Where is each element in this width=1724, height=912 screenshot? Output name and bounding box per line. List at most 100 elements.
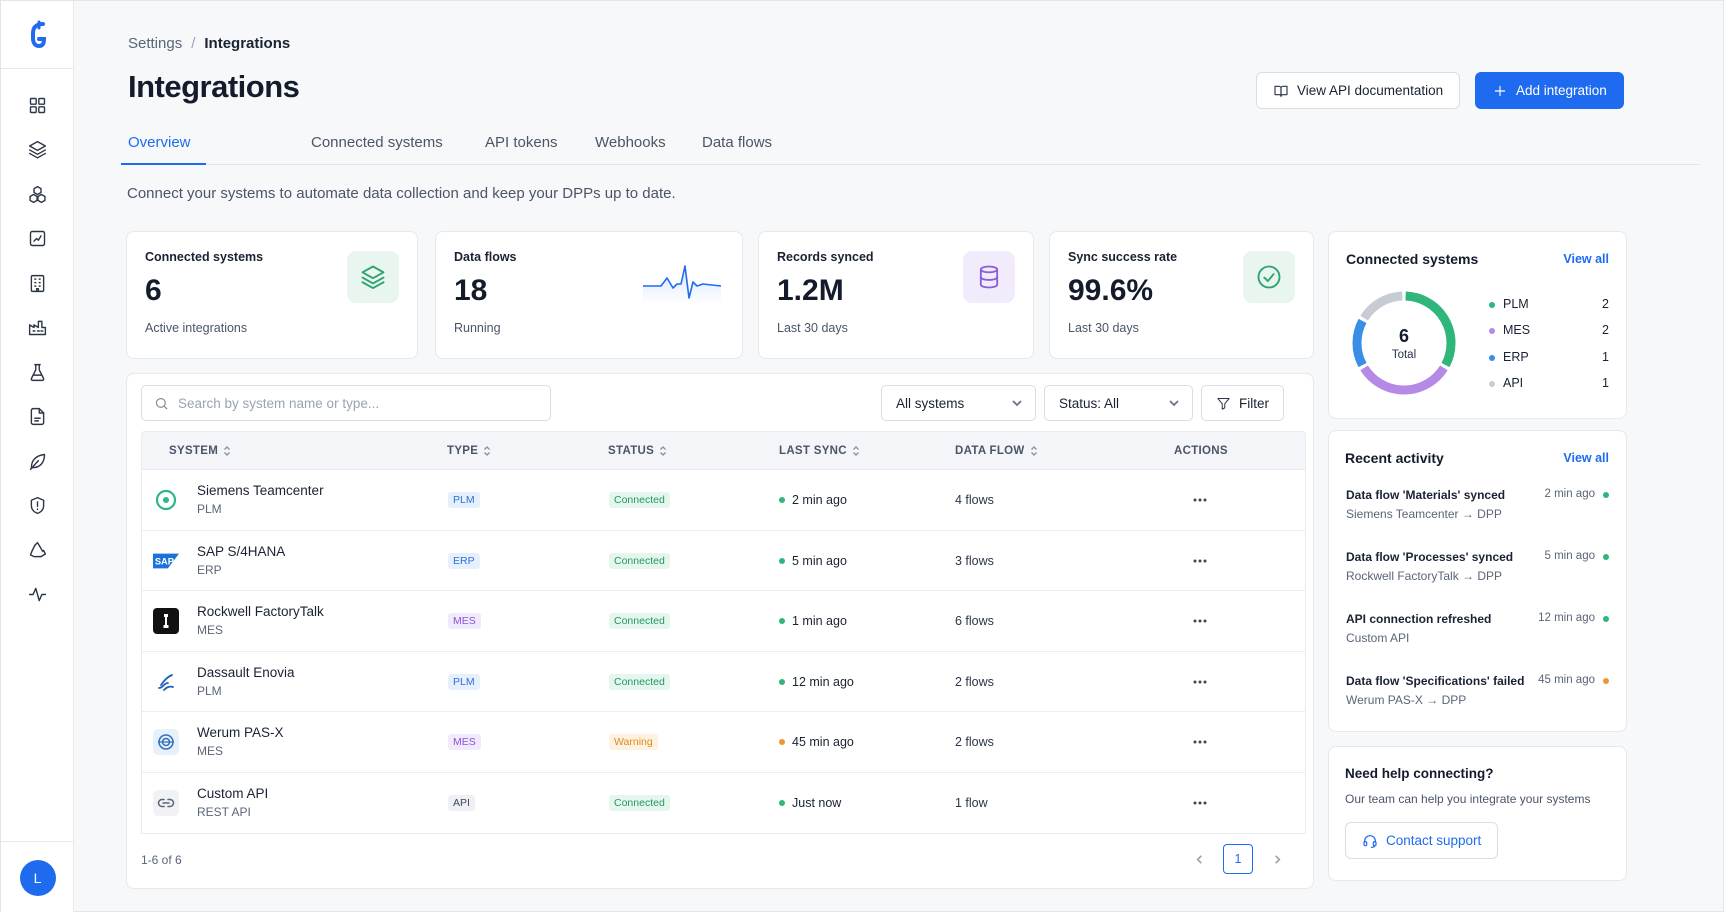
data-flow-count: 6 flows (955, 614, 994, 628)
connected-systems-view-all-link[interactable]: View all (1563, 252, 1609, 266)
pagination-prev-button[interactable] (1184, 844, 1214, 874)
breadcrumb: Settings / Integrations (128, 35, 290, 52)
recent-activity-view-all-link[interactable]: View all (1563, 451, 1609, 465)
nav-compliance[interactable] (1, 484, 74, 529)
factory-icon (28, 320, 47, 336)
filter-button[interactable]: Filter (1201, 385, 1284, 421)
chevron-down-icon (1012, 400, 1022, 407)
table-row[interactable]: Werum PAS-X MES MES Warning 45 min ago 2… (142, 712, 1305, 773)
row-actions-button[interactable] (1190, 551, 1210, 571)
grid-icon (29, 97, 46, 113)
stat-card-data-flows: Data flows 18 Running (435, 231, 743, 359)
nav-dashboard[interactable] (1, 83, 74, 128)
nav-lab[interactable] (1, 350, 74, 395)
connected-systems-card: Connected systems View all 6 Total PLM 2… (1328, 231, 1627, 419)
status-filter-select[interactable]: Status: All (1044, 385, 1193, 421)
legend-dot (1489, 381, 1495, 387)
tab-webhooks[interactable]: Webhooks (595, 134, 666, 151)
activity-title: Data flow 'Materials' synced (1346, 488, 1506, 502)
breadcrumb-parent[interactable]: Settings (128, 35, 183, 52)
row-actions-button[interactable] (1190, 672, 1210, 692)
pagination-summary: 1-6 of 6 (141, 853, 182, 867)
row-actions-button[interactable] (1190, 490, 1210, 510)
column-header-data-flow[interactable]: DATA FLOW (955, 445, 1038, 457)
data-flow-count: 4 flows (955, 493, 994, 507)
stat-subtext: Last 30 days (777, 321, 848, 335)
contact-support-button[interactable]: Contact support (1345, 822, 1499, 859)
nav-activity[interactable] (1, 573, 74, 618)
activity-time: 2 min ago (1544, 488, 1595, 500)
system-category: PLM (197, 683, 222, 698)
last-sync-text: 1 min ago (792, 614, 847, 628)
activity-status-dot (1603, 616, 1609, 622)
nav-products[interactable] (1, 128, 74, 173)
status-badge: Connected (609, 673, 670, 690)
user-avatar[interactable]: L (19, 859, 56, 896)
legend-dot (1489, 328, 1495, 334)
system-filter-select[interactable]: All systems (881, 385, 1036, 421)
activity-item[interactable]: Data flow 'Materials' synced 2 min ago S… (1346, 488, 1609, 532)
column-header-type[interactable]: TYPE (447, 445, 491, 457)
legend-value: 1 (1602, 376, 1609, 390)
nav-components[interactable] (1, 172, 74, 217)
plus-icon (1494, 85, 1506, 96)
document-icon (30, 408, 45, 426)
tab-overview[interactable]: Overview (128, 134, 191, 151)
last-sync-text: Just now (792, 795, 842, 810)
app-logo[interactable] (1, 1, 74, 69)
column-header-last-sync[interactable]: LAST SYNC (779, 445, 860, 457)
table-row[interactable]: Custom API REST API API Connected Just n… (142, 773, 1305, 834)
nav-sustainability[interactable] (1, 439, 74, 484)
donut-total-value: 6 (1398, 326, 1409, 346)
row-actions-button[interactable] (1190, 793, 1210, 813)
tab-data-flows[interactable]: Data flows (702, 134, 773, 151)
table-body: Siemens Teamcenter PLM PLM Connected 2 m… (141, 469, 1306, 834)
nav-factories[interactable] (1, 306, 74, 351)
type-badge: PLM (448, 673, 480, 690)
row-actions-button[interactable] (1190, 611, 1210, 631)
nav-suppliers[interactable] (1, 261, 74, 306)
data-flow-count: 2 flows (955, 735, 994, 749)
nav-circularity[interactable] (1, 528, 74, 573)
row-actions-button[interactable] (1190, 732, 1210, 752)
system-category: PLM (197, 502, 222, 516)
help-card: Need help connecting? Our team can help … (1328, 746, 1627, 881)
activity-icon (28, 587, 47, 602)
recycle-icon (29, 541, 47, 558)
activity-item[interactable]: Data flow 'Specifications' failed 45 min… (1346, 674, 1609, 718)
view-api-docs-button[interactable]: View API documentation (1256, 72, 1461, 109)
donut-segment-api (1360, 291, 1403, 321)
system-name: Siemens Teamcenter (197, 483, 324, 498)
nav-documents[interactable] (1, 395, 74, 440)
column-label: LAST SYNC (779, 445, 847, 457)
table-row[interactable]: Dassault Enovia PLM PLM Connected 12 min… (142, 652, 1305, 712)
table-row[interactable]: Siemens Teamcenter PLM PLM Connected 2 m… (142, 470, 1305, 531)
column-label: STATUS (608, 445, 655, 457)
column-header-status[interactable]: STATUS (608, 445, 667, 457)
status-dot (779, 739, 785, 745)
nav-reports[interactable] (1, 217, 74, 262)
system-name: Custom API (197, 785, 269, 801)
pagination-next-button[interactable] (1262, 844, 1292, 874)
cubes-icon (29, 185, 46, 203)
layers-icon (28, 141, 47, 159)
column-header-system[interactable]: SYSTEM (169, 445, 231, 457)
status-badge: Connected (609, 794, 670, 811)
activity-status-dot (1603, 678, 1609, 684)
donut-total-label: Total (1391, 349, 1417, 361)
tab-api-tokens[interactable]: API tokens (485, 134, 558, 151)
activity-item[interactable]: API connection refreshed 12 min ago Cust… (1346, 612, 1609, 656)
table-row[interactable]: Rockwell FactoryTalk MES MES Connected 1… (142, 591, 1305, 652)
pagination-page-1[interactable]: 1 (1223, 844, 1253, 874)
legend-dot (1489, 302, 1495, 308)
stat-value: 6 (145, 274, 162, 307)
tab-connected-systems[interactable]: Connected systems (311, 134, 443, 151)
siemens-logo-icon (153, 487, 179, 513)
type-badge: PLM (448, 492, 480, 508)
table-row[interactable]: SAP SAP S/4HANA ERP ERP Connected 5 min … (142, 531, 1305, 591)
add-integration-button[interactable]: Add integration (1475, 72, 1624, 109)
activity-item[interactable]: Data flow 'Processes' synced 5 min ago R… (1346, 550, 1609, 594)
status-badge: Connected (609, 613, 670, 629)
activity-status-dot (1603, 492, 1609, 498)
search-input[interactable]: Search by system name or type... (141, 385, 551, 421)
